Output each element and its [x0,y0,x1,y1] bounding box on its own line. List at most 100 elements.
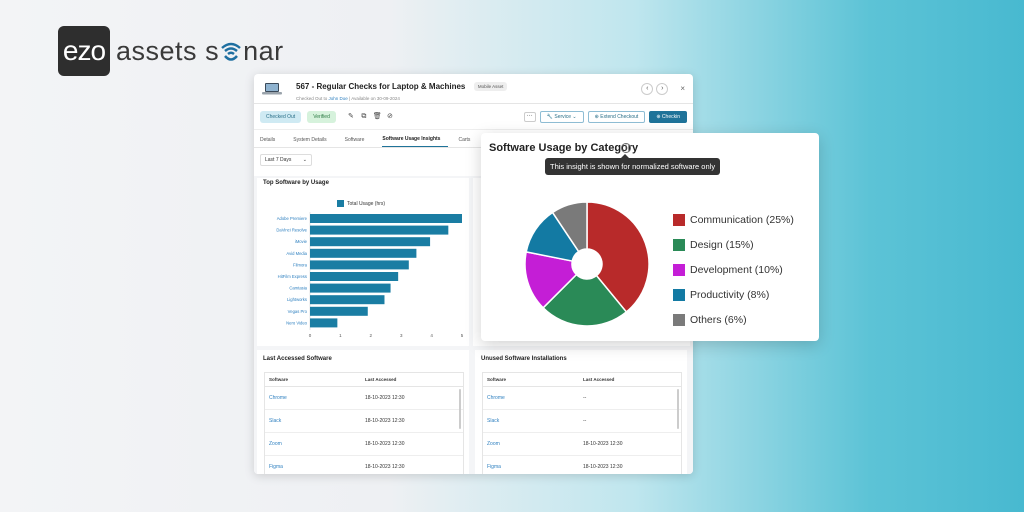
software-link[interactable]: Figma [269,464,283,470]
category-label: Adobe Premiere [277,216,308,221]
legend-label: Total Usage (hrs) [347,200,386,207]
service-dropdown[interactable]: 🔧 Service ⌄ [539,110,584,123]
last-accessed-value: 18-10-2023 12:30 [583,441,623,447]
last-accessed-card: Last Accessed Software Software Last Acce… [257,350,469,474]
title-block: 567 - Regular Checks for Laptop & Machin… [296,76,638,101]
category-label: Vegas Pro [288,309,308,314]
last-accessed-value: -- [583,418,587,424]
top-software-title: Top Software by Usage [263,180,329,186]
category-label: Lightworks [287,297,307,302]
logo-box: ezo [58,26,110,76]
bar-8 [310,306,368,316]
x-tick-label: 2 [370,333,373,338]
legend-item: Design (15%) [673,232,794,257]
bar-2 [310,237,431,247]
status-checked-out: Checked Out [260,110,302,123]
x-tick-label: 3 [400,333,403,338]
checkin-button[interactable]: ⊕ Checkin [649,110,687,123]
x-tick-label: 1 [339,333,342,338]
table-row: Slack 18-10-2023 12:30 [265,410,463,433]
table-row: Zoom 18-10-2023 12:30 [265,433,463,456]
extend-checkout-button[interactable]: ⊕ Extend Checkout [587,110,646,123]
category-label: iMovie [295,239,308,244]
last-accessed-title: Last Accessed Software [263,356,332,362]
info-icon[interactable]: i [621,143,631,153]
logo-sonar-s: s [205,35,220,66]
tab-carts[interactable]: Carts [458,137,471,143]
subtitle-prefix: Checked Out to [296,96,329,101]
checkout-subtitle: Checked Out to John Doe | Available on 3… [296,96,638,101]
date-range-select[interactable]: Last 7 Days ⌄ [260,154,312,166]
close-icon[interactable]: × [680,84,685,93]
logo-wordmark: assets s nar [116,36,284,67]
software-link[interactable]: Zoom [487,441,500,447]
pie-slice-productivity [525,211,580,262]
x-tick-label: 5 [461,333,464,338]
tab-system-details[interactable]: System Details [293,137,327,143]
info-tooltip: This insight is shown for normalized sof… [545,154,721,175]
copy-icon[interactable]: ⧉ [361,112,367,120]
category-popup: Software Usage by Category i This insigh… [481,133,819,341]
software-link[interactable]: Slack [487,418,500,424]
bar-5 [310,272,399,281]
table-header: Software Last Accessed [483,373,681,387]
chevron-down-icon: ⌄ [571,113,577,120]
delete-icon[interactable]: 🗑 [372,112,382,120]
bar-6 [310,283,391,293]
table-header: Software Last Accessed [265,373,463,387]
top-software-card: Top Software by Usage Total Usage (hrs) … [257,178,469,346]
col-software: Software [269,377,289,382]
legend-item: Others (6%) [673,307,794,332]
bar-3 [310,248,417,258]
software-link[interactable]: Zoom [269,441,282,447]
chevron-down-icon: ⌄ [302,157,307,163]
action-toolbar: Checked Out Verified ✎ ⧉ 🗑 ⊘ ··· 🔧 Servi… [254,104,693,130]
category-label: Filmora [293,262,308,267]
scrollbar[interactable] [677,389,679,429]
tab-details[interactable]: Details [260,137,276,143]
last-accessed-value: 18-10-2023 12:30 [583,464,623,470]
legend-label: Productivity (8%) [690,288,770,301]
page-title: 567 - Regular Checks for Laptop & Machin… [296,82,466,91]
ban-icon[interactable]: ⊘ [386,112,393,120]
col-last-accessed: Last Accessed [365,377,397,382]
software-link[interactable]: Chrome [269,395,287,401]
scrollbar[interactable] [459,389,461,429]
category-label: Nero Video [286,320,308,325]
extend-label: Extend Checkout [600,113,639,120]
software-link[interactable]: Figma [487,464,501,470]
legend-item: Productivity (8%) [673,282,794,307]
window-header: 567 - Regular Checks for Laptop & Machin… [254,74,693,104]
logo-text-a: assets [116,35,198,66]
next-button[interactable]: › [656,82,669,95]
legend-label: Design (15%) [690,238,754,251]
category-label: Camtasia [289,286,307,291]
legend-item: Communication (25%) [673,207,794,232]
legend-swatch [673,238,685,251]
edit-icon[interactable]: ✎ [347,112,354,120]
category-label: Avid Media [286,251,307,256]
software-link[interactable]: Slack [269,418,282,424]
software-link[interactable]: Chrome [487,395,505,401]
legend-label: Development (10%) [690,263,783,276]
checkin-icon: ⊕ [656,113,662,120]
table-row: Slack -- [483,410,681,433]
category-pie-chart [524,201,650,327]
tab-software-usage-insights[interactable]: Software Usage Insights [382,136,449,147]
top-software-bar-chart: Adobe Premiere DaVinci Resolve iMovie Avid … [276,212,464,338]
last-accessed-value: 18-10-2023 12:30 [365,395,405,401]
logo-text-b: nar [243,35,284,66]
sonar-wave-icon [221,42,241,61]
legend-swatch [673,213,685,226]
last-accessed-value: 18-10-2023 12:30 [365,464,405,470]
checkin-label: Checkin [661,113,680,120]
bar-4 [310,260,409,270]
more-button[interactable]: ··· [523,111,536,122]
legend-swatch [673,288,685,301]
checked-out-user-link[interactable]: John Doe [328,96,348,101]
last-accessed-value: -- [583,395,587,401]
tab-software[interactable]: Software [344,137,365,143]
pie-slice-development [524,251,578,309]
x-tick-label: 4 [430,333,433,338]
prev-button[interactable]: ‹ [641,82,654,95]
